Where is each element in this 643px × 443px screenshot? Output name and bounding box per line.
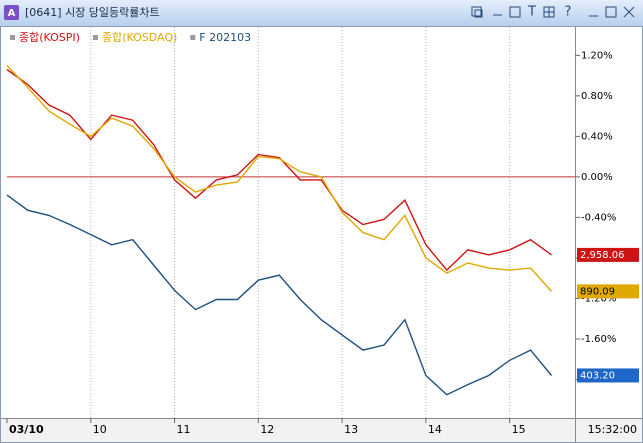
- svg-text:?: ?: [565, 5, 572, 20]
- toolbar-icons[interactable]: T ?: [471, 5, 635, 20]
- y-tick-label: -1.20%: [581, 293, 616, 304]
- y-tick-label: -0.40%: [581, 212, 616, 223]
- x-tick-label: 12: [260, 423, 274, 436]
- chart-frame: [0, 26, 643, 443]
- svg-text:T: T: [527, 5, 536, 20]
- series-line: [6, 194, 553, 396]
- x-tick-label: 15: [512, 423, 526, 436]
- price-label: 403.20: [580, 370, 615, 381]
- app-icon-letter: A: [8, 8, 16, 19]
- x-axis-area: [1, 418, 642, 442]
- price-label-box: [577, 368, 639, 383]
- x-tick-label: 03/10: [9, 423, 44, 436]
- legend-label: 종합(KOSDAQ): [102, 31, 177, 44]
- x-tick-label: 13: [344, 423, 358, 436]
- x-tick-label: 10: [93, 423, 107, 436]
- legend-swatch: [190, 35, 196, 40]
- legend-label: 종합(KOSPI): [19, 31, 80, 44]
- app-icon: [4, 5, 19, 20]
- x-tick-label: 14: [428, 423, 442, 436]
- y-tick-label: 0.80%: [581, 91, 613, 102]
- price-label: 890.09: [580, 286, 615, 297]
- legend-swatch: [10, 35, 15, 40]
- window-title: [0641] 시장 당일등락률차트: [25, 5, 160, 19]
- legend-label: F 202103: [199, 31, 251, 44]
- time-label: 15:32:00: [588, 423, 637, 436]
- series-line: [6, 65, 553, 292]
- x-tick-label: 11: [177, 423, 191, 436]
- y-tick-label: 0.40%: [581, 131, 613, 142]
- y-tick-label: 1.20%: [581, 50, 613, 61]
- legend-swatch: [92, 35, 98, 40]
- price-label-box: [577, 247, 639, 262]
- price-label-box: [577, 284, 639, 299]
- y-tick-label: 0.00%: [581, 172, 613, 183]
- y-tick-label: -1.60%: [581, 334, 616, 345]
- price-label: 2,958.06: [580, 250, 625, 261]
- series-line: [6, 68, 552, 272]
- title-bar: [0, 0, 643, 26]
